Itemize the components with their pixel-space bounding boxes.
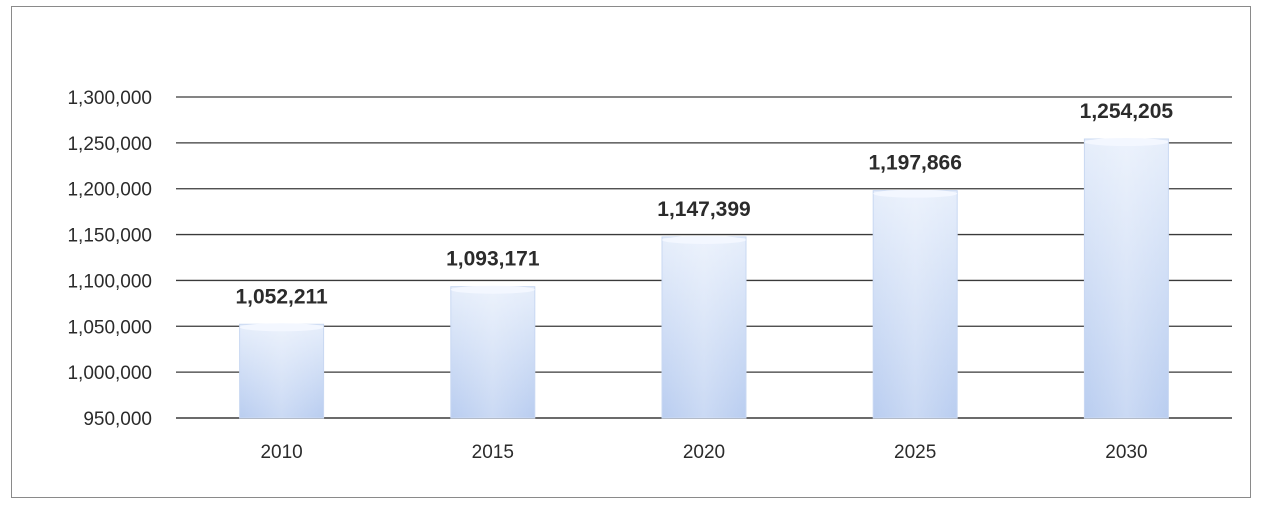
bar-cap	[873, 189, 958, 198]
y-axis-ticks: 950,000 1,000,000 1,050,000 1,100,000 1,150,…	[67, 88, 152, 430]
bar-highlight	[450, 286, 535, 418]
gridlines	[176, 96, 1232, 419]
bar-cap	[1084, 138, 1169, 147]
x-axis-ticks: 2010 2015 2020 2025 2030	[260, 442, 1147, 463]
y-tick-label: 1,200,000	[67, 180, 152, 201]
y-tick-label: 950,000	[83, 409, 152, 430]
y-tick-label: 1,150,000	[67, 226, 152, 247]
x-tick-label: 2020	[683, 442, 725, 463]
bar-cap	[662, 235, 746, 244]
x-tick-label: 2025	[894, 442, 936, 463]
y-tick-label: 1,100,000	[67, 271, 152, 292]
bar-highlight	[239, 324, 324, 418]
data-label: 1,093,171	[446, 248, 540, 271]
chart-frame	[11, 6, 1251, 498]
bar-highlight	[662, 236, 746, 418]
bar-cap	[450, 285, 535, 294]
data-labels: 1,052,211 1,093,171 1,147,399 1,197,866 1,25…	[235, 100, 1173, 308]
y-tick-label: 1,050,000	[67, 317, 152, 338]
x-tick-label: 2015	[472, 442, 514, 463]
data-label: 1,254,205	[1080, 100, 1174, 123]
data-label: 1,197,866	[868, 152, 961, 175]
bars	[239, 138, 1169, 419]
bar-highlight	[1084, 139, 1169, 419]
y-tick-label: 1,000,000	[67, 363, 152, 384]
data-label: 1,052,211	[235, 285, 328, 308]
x-tick-label: 2030	[1105, 442, 1147, 463]
bar-cap	[239, 323, 324, 332]
y-tick-label: 1,250,000	[67, 134, 152, 155]
x-tick-label: 2010	[260, 442, 302, 463]
data-label: 1,147,399	[657, 198, 750, 221]
bar-highlight	[873, 190, 958, 418]
y-tick-label: 1,300,000	[67, 88, 152, 109]
